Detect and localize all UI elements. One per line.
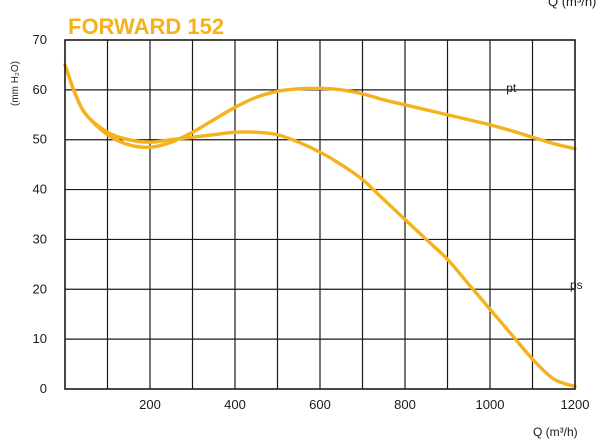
tick-labels: 0 10 20 30 40 50 60 70 200 400 600 800 1000 1200 [33, 32, 590, 412]
plot-frame [64, 39, 576, 390]
y-tick-label: 40 [33, 182, 47, 197]
x-tick-label: 800 [394, 397, 416, 412]
series-label-pt: pt [506, 81, 517, 95]
y-axis-label: (mm H₂O) [10, 61, 21, 106]
x-tick-label: 1000 [476, 397, 505, 412]
series-line-pt [63, 63, 577, 151]
x-tick-label: 600 [309, 397, 331, 412]
series-label-ps: ps [570, 278, 583, 292]
y-tick-label: 50 [33, 132, 47, 147]
x-tick-label: 200 [139, 397, 161, 412]
series-line-ps [63, 63, 577, 389]
y-tick-label: 60 [33, 82, 47, 97]
y-tick-label: 20 [33, 281, 47, 296]
x-tick-label: 1200 [561, 397, 590, 412]
x-axis-label: Q (m³/h) [533, 425, 578, 439]
y-tick-label: 0 [40, 381, 47, 396]
series-lines: pt ps [63, 63, 583, 389]
y-tick-label: 70 [33, 32, 47, 47]
x-tick-label: 400 [224, 397, 246, 412]
y-tick-label: 30 [33, 231, 47, 246]
top-right-axis-label: Q (m³/h) [548, 0, 596, 9]
chart-title: FORWARD 152 [68, 14, 224, 39]
y-tick-label: 10 [33, 331, 47, 346]
